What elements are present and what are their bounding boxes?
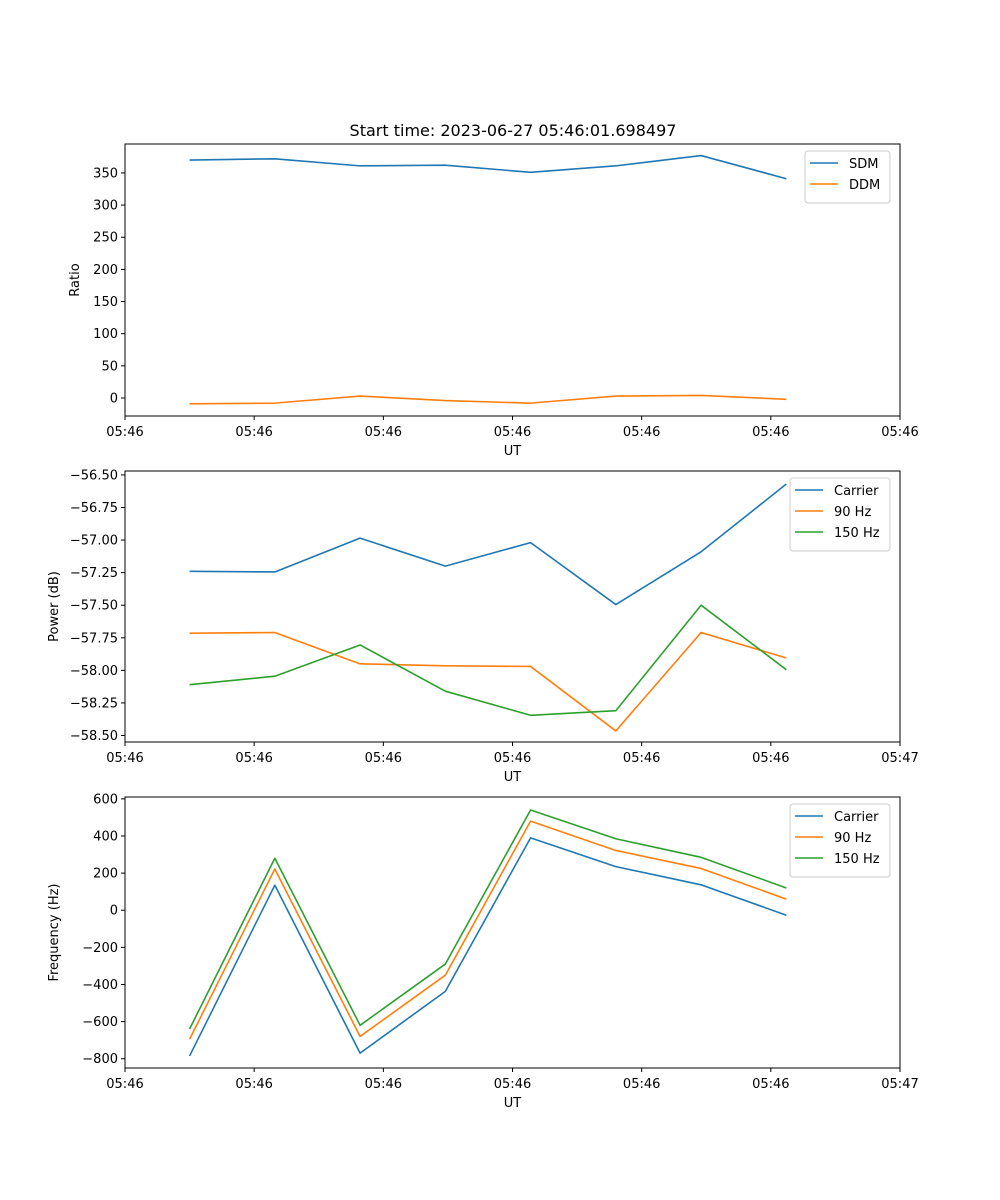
y-tick-label: 300	[93, 199, 118, 214]
x-tick-label: 05:46	[235, 1077, 272, 1092]
x-tick-label: 05:46	[623, 751, 660, 766]
ratio-panel: 05:46 05:46 05:46 05:46 05:46 05:46 05:46 0 50 10…	[68, 143, 919, 459]
series-line-150-hz	[188, 809, 787, 1030]
legend-box	[804, 150, 891, 204]
x-tick-label: 05:46	[623, 1077, 660, 1092]
y-tick-label: 250	[93, 231, 118, 246]
x-axis-label: UT	[504, 444, 522, 459]
y-tick-label: −57.25	[70, 566, 118, 581]
x-tick-label: 05:46	[494, 751, 531, 766]
x-tick-label: 05:47	[881, 1077, 918, 1092]
y-tick-label: −57.00	[70, 534, 118, 549]
y-tick-label: −57.50	[70, 599, 118, 614]
y-tick-label: −600	[82, 1015, 118, 1030]
y-tick-label: −400	[82, 978, 118, 993]
x-axis-label: UT	[504, 770, 522, 785]
series-line-carrier	[188, 837, 787, 1057]
y-tick-label: 600	[93, 792, 118, 807]
y-axis-label: Ratio	[68, 263, 83, 296]
x-tick-label: 05:47	[881, 751, 918, 766]
y-axis-label: Power (dB)	[47, 571, 62, 642]
y-tick-label: −56.50	[70, 468, 118, 483]
x-tick-label: 05:46	[752, 751, 789, 766]
y-tick-label: −56.75	[70, 501, 118, 516]
y-tick-label: −58.50	[70, 729, 118, 744]
chart-title: Start time: 2023-06-27 05:46:01.698497	[350, 121, 677, 140]
legend-label-ddm: DDM	[849, 178, 880, 193]
legend-label-carrier: Carrier	[834, 810, 879, 825]
legend-label-150-hz: 150 Hz	[834, 526, 880, 541]
y-tick-label: −58.25	[70, 696, 118, 711]
y-tick-label: 100	[93, 327, 118, 342]
frequency-panel: 05:46 05:46 05:46 05:46 05:46 05:46 05:47 −800 −…	[47, 792, 919, 1111]
series-line-sdm	[189, 154, 787, 180]
y-axis-label: Frequency (Hz)	[47, 883, 62, 981]
y-tick-label: 0	[110, 391, 118, 406]
x-tick-label: 05:46	[106, 425, 143, 440]
x-axis-label: UT	[504, 1096, 522, 1111]
y-tick-label: −800	[82, 1052, 118, 1067]
legend-label-150-hz: 150 Hz	[834, 852, 880, 867]
legend-label-carrier: Carrier	[834, 484, 879, 499]
x-tick-label: 05:46	[623, 425, 660, 440]
x-tick-label: 05:46	[365, 751, 402, 766]
x-tick-label: 05:46	[752, 425, 789, 440]
y-tick-label: 350	[93, 166, 118, 181]
legend-label-sdm: SDM	[849, 157, 878, 172]
x-tick-label: 05:46	[235, 425, 272, 440]
x-tick-label: 05:46	[881, 425, 918, 440]
series-line-90-hz	[188, 820, 787, 1040]
x-tick-label: 05:46	[365, 425, 402, 440]
x-tick-label: 05:46	[494, 425, 531, 440]
y-tick-label: −200	[82, 941, 118, 956]
x-tick-label: 05:46	[106, 1077, 143, 1092]
power-panel: 05:46 05:46 05:46 05:46 05:46 05:46 05:47 −58.5…	[47, 468, 919, 785]
y-tick-label: 200	[93, 867, 118, 882]
x-tick-label: 05:46	[106, 751, 143, 766]
y-tick-label: 0	[110, 904, 118, 919]
series-line-90-hz	[189, 631, 787, 732]
y-tick-label: −57.75	[70, 631, 118, 646]
y-tick-label: 400	[93, 829, 118, 844]
series-line-carrier	[189, 483, 787, 606]
y-tick-label: 200	[93, 263, 118, 278]
y-tick-label: 50	[101, 359, 118, 374]
x-tick-label: 05:46	[752, 1077, 789, 1092]
x-tick-label: 05:46	[494, 1077, 531, 1092]
x-tick-label: 05:46	[365, 1077, 402, 1092]
x-tick-label: 05:46	[235, 751, 272, 766]
legend-label-90-hz: 90 Hz	[834, 505, 871, 520]
y-tick-label: −58.00	[70, 664, 118, 679]
series-line-ddm	[189, 394, 787, 405]
legend-label-90-hz: 90 Hz	[834, 831, 871, 846]
y-tick-label: 150	[93, 295, 118, 310]
series-line-150-hz	[189, 604, 787, 717]
